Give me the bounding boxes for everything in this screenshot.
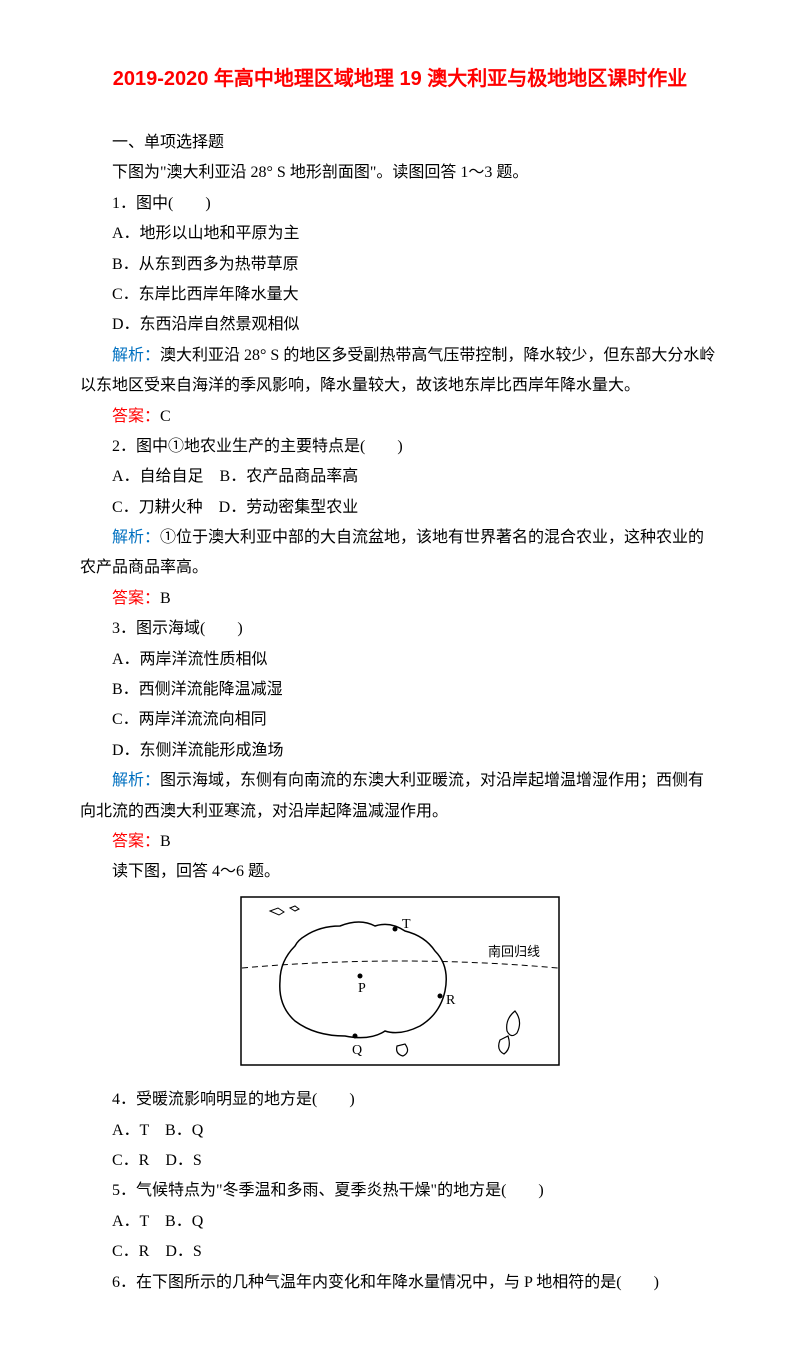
q1-option-d: D．东西沿岸自然景观相似	[80, 310, 720, 340]
q2-answer: 答案：B	[80, 584, 720, 614]
answer-label: 答案：	[112, 833, 160, 850]
section-heading: 一、单项选择题	[80, 128, 720, 158]
q1-analysis: 解析：澳大利亚沿 28° S 的地区多受副热带高气压带控制，降水较少，但东部大分…	[80, 341, 720, 402]
q3-option-a: A．两岸洋流性质相似	[80, 645, 720, 675]
analysis-label: 解析：	[112, 772, 160, 789]
analysis-label: 解析：	[112, 529, 160, 546]
q3-option-b: B．西侧洋流能降温减湿	[80, 675, 720, 705]
map-figure: T P R Q 南回归线	[80, 896, 720, 1077]
australia-map-icon: T P R Q 南回归线	[240, 896, 560, 1066]
intro-text-2: 读下图，回答 4～6 题。	[80, 857, 720, 887]
page-title: 2019-2020 年高中地理区域地理 19 澳大利亚与极地地区课时作业	[80, 60, 720, 98]
q2-analysis-text: ①位于澳大利亚中部的大自流盆地，该地有世界著名的混合农业，这种农业的农产品商品率…	[80, 529, 704, 576]
q5-stem: 5．气候特点为"冬季温和多雨、夏季炎热干燥"的地方是( )	[80, 1176, 720, 1206]
q3-analysis-text: 图示海域，东侧有向南流的东澳大利亚暖流，对沿岸起增温增湿作用；西侧有向北流的西澳…	[80, 772, 704, 819]
analysis-label: 解析：	[112, 347, 160, 364]
q1-answer-text: C	[160, 408, 171, 425]
q1-stem: 1．图中( )	[80, 189, 720, 219]
q2-stem: 2．图中①地农业生产的主要特点是( )	[80, 432, 720, 462]
map-label-tropic: 南回归线	[488, 944, 540, 959]
q2-analysis: 解析：①位于澳大利亚中部的大自流盆地，该地有世界著名的混合农业，这种农业的农产品…	[80, 523, 720, 584]
map-label-q: Q	[352, 1043, 362, 1058]
answer-label: 答案：	[112, 590, 160, 607]
map-label-p: P	[358, 981, 366, 996]
answer-label: 答案：	[112, 408, 160, 425]
q1-option-a: A．地形以山地和平原为主	[80, 219, 720, 249]
q2-option-ab: A．自给自足 B．农产品商品率高	[80, 462, 720, 492]
q3-option-c: C．两岸洋流流向相同	[80, 705, 720, 735]
q2-option-cd: C．刀耕火种 D．劳动密集型农业	[80, 493, 720, 523]
q3-answer-text: B	[160, 833, 171, 850]
q1-analysis-text: 澳大利亚沿 28° S 的地区多受副热带高气压带控制，降水较少，但东部大分水岭以…	[80, 347, 715, 394]
q1-option-c: C．东岸比西岸年降水量大	[80, 280, 720, 310]
q1-option-b: B．从东到西多为热带草原	[80, 250, 720, 280]
q4-option-ab: A．T B．Q	[80, 1116, 720, 1146]
q6-stem: 6．在下图所示的几种气温年内变化和年降水量情况中，与 P 地相符的是( )	[80, 1268, 720, 1298]
q3-answer: 答案：B	[80, 827, 720, 857]
q4-option-cd: C．R D．S	[80, 1146, 720, 1176]
map-label-t: T	[402, 917, 411, 932]
q5-option-ab: A．T B．Q	[80, 1207, 720, 1237]
q1-answer: 答案：C	[80, 402, 720, 432]
q5-option-cd: C．R D．S	[80, 1237, 720, 1267]
q4-stem: 4．受暖流影响明显的地方是( )	[80, 1085, 720, 1115]
q3-stem: 3．图示海域( )	[80, 614, 720, 644]
q3-analysis: 解析：图示海域，东侧有向南流的东澳大利亚暖流，对沿岸起增温增湿作用；西侧有向北流…	[80, 766, 720, 827]
q3-option-d: D．东侧洋流能形成渔场	[80, 736, 720, 766]
map-label-r: R	[446, 993, 456, 1008]
q2-answer-text: B	[160, 590, 171, 607]
intro-text-1: 下图为"澳大利亚沿 28° S 地形剖面图"。读图回答 1～3 题。	[80, 158, 720, 188]
